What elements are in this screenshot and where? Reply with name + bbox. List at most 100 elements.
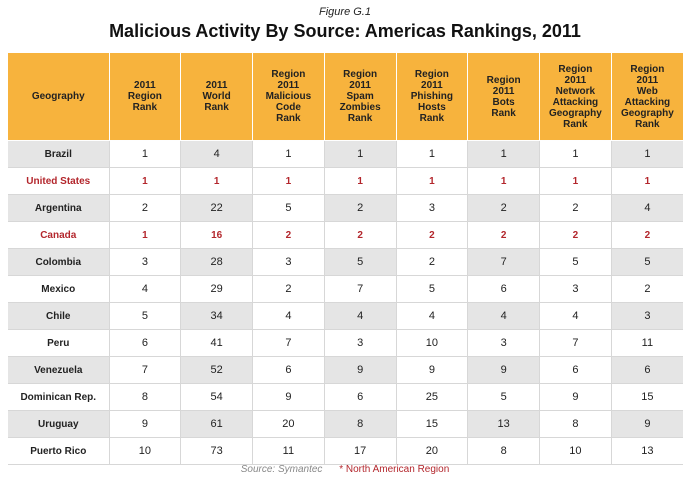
rank-cell: 2 <box>396 221 469 249</box>
header-column: Region 2011 Bots Rank <box>467 53 540 141</box>
table-row: Brazil 1 4 1 1 1 1 1 1 <box>8 140 683 168</box>
rank-cell: 2 <box>324 221 397 249</box>
rank-cell: 2 <box>467 221 540 249</box>
rankings-table-container: Geography 2011 Region Rank 2011 World Rank… <box>8 53 683 465</box>
header-column: Region 2011 Web Attacking Geography Rank <box>611 53 683 141</box>
rank-cell: 1 <box>539 167 612 195</box>
rank-cell: 3 <box>109 248 182 276</box>
rank-cell: 10 <box>109 437 182 465</box>
rank-cell: 1 <box>539 140 612 168</box>
footer: Source: Symantec * North American Region <box>0 464 690 475</box>
rank-cell: 8 <box>467 437 540 465</box>
rank-cell: 9 <box>109 410 182 438</box>
rank-cell: 9 <box>396 356 469 384</box>
rank-cell: 5 <box>324 248 397 276</box>
table-row: Canada 1 16 2 2 2 2 2 2 <box>8 221 683 249</box>
rankings-table: Geography 2011 Region Rank 2011 World Rank… <box>8 53 683 465</box>
rank-cell: 11 <box>252 437 325 465</box>
table-header-row: Geography 2011 Region Rank 2011 World Rank… <box>8 53 683 141</box>
rank-cell: 29 <box>180 275 253 303</box>
rank-cell: 7 <box>539 329 612 357</box>
rank-cell: 2 <box>611 221 683 249</box>
header-column: Region 2011 Spam Zombies Rank <box>324 53 397 141</box>
rank-cell: 1 <box>467 140 540 168</box>
rank-cell: 9 <box>467 356 540 384</box>
rank-cell: 2 <box>539 194 612 222</box>
rank-cell: 1 <box>611 140 683 168</box>
rank-cell: 8 <box>109 383 182 411</box>
geography-cell: Mexico <box>8 275 110 303</box>
header-column: 2011 Region Rank <box>109 53 182 141</box>
rank-cell: 1 <box>252 140 325 168</box>
table-row: Mexico 4 29 2 7 5 6 3 2 <box>8 275 683 303</box>
rank-cell: 5 <box>396 275 469 303</box>
geography-cell: Puerto Rico <box>8 437 110 465</box>
rank-cell: 1 <box>396 140 469 168</box>
rank-cell: 1 <box>467 167 540 195</box>
rank-cell: 5 <box>109 302 182 330</box>
rank-cell: 2 <box>109 194 182 222</box>
rank-cell: 2 <box>539 221 612 249</box>
rank-cell: 20 <box>396 437 469 465</box>
rank-cell: 1 <box>611 167 683 195</box>
rank-cell: 2 <box>252 275 325 303</box>
north-american-note: * North American Region <box>339 464 450 475</box>
rank-cell: 4 <box>180 140 253 168</box>
rank-cell: 4 <box>109 275 182 303</box>
rank-cell: 6 <box>467 275 540 303</box>
rank-cell: 20 <box>252 410 325 438</box>
rank-cell: 61 <box>180 410 253 438</box>
table-row: Puerto Rico 10 73 11 17 20 8 10 13 <box>8 437 683 465</box>
rank-cell: 2 <box>396 248 469 276</box>
table-row: Colombia 3 28 3 5 2 7 5 5 <box>8 248 683 276</box>
rank-cell: 2 <box>611 275 683 303</box>
header-column: Region 2011 Malicious Code Rank <box>252 53 325 141</box>
rank-cell: 5 <box>467 383 540 411</box>
rank-cell: 1 <box>180 167 253 195</box>
rank-cell: 73 <box>180 437 253 465</box>
rank-cell: 1 <box>252 167 325 195</box>
figure-label: Figure G.1 <box>319 6 371 18</box>
rank-cell: 1 <box>324 140 397 168</box>
rank-cell: 54 <box>180 383 253 411</box>
geography-cell: Dominican Rep. <box>8 383 110 411</box>
rank-cell: 6 <box>539 356 612 384</box>
rank-cell: 6 <box>324 383 397 411</box>
rank-cell: 13 <box>467 410 540 438</box>
table-row: Venezuela 7 52 6 9 9 9 6 6 <box>8 356 683 384</box>
rank-cell: 9 <box>252 383 325 411</box>
geography-cell: Venezuela <box>8 356 110 384</box>
rank-cell: 5 <box>539 248 612 276</box>
rank-cell: 1 <box>109 221 182 249</box>
table-row: Argentina 2 22 5 2 3 2 2 4 <box>8 194 683 222</box>
rank-cell: 10 <box>539 437 612 465</box>
rank-cell: 8 <box>324 410 397 438</box>
rank-cell: 1 <box>396 167 469 195</box>
rank-cell: 2 <box>252 221 325 249</box>
rank-cell: 7 <box>252 329 325 357</box>
rank-cell: 7 <box>324 275 397 303</box>
rank-cell: 41 <box>180 329 253 357</box>
rank-cell: 16 <box>180 221 253 249</box>
rank-cell: 52 <box>180 356 253 384</box>
geography-cell: Colombia <box>8 248 110 276</box>
rank-cell: 6 <box>109 329 182 357</box>
rank-cell: 13 <box>611 437 683 465</box>
page-title: Malicious Activity By Source: Americas R… <box>109 21 581 41</box>
geography-cell: United States <box>8 167 110 195</box>
rank-cell: 4 <box>539 302 612 330</box>
header-column: Region 2011 Network Attacking Geography … <box>539 53 612 141</box>
table-row: Dominican Rep. 8 54 9 6 25 5 9 15 <box>8 383 683 411</box>
rank-cell: 17 <box>324 437 397 465</box>
rank-cell: 6 <box>252 356 325 384</box>
rank-cell: 5 <box>611 248 683 276</box>
rank-cell: 4 <box>252 302 325 330</box>
rank-cell: 4 <box>396 302 469 330</box>
table-row: Peru 6 41 7 3 10 3 7 11 <box>8 329 683 357</box>
rank-cell: 15 <box>611 383 683 411</box>
rank-cell: 9 <box>324 356 397 384</box>
rank-cell: 3 <box>467 329 540 357</box>
rank-cell: 9 <box>539 383 612 411</box>
rank-cell: 4 <box>324 302 397 330</box>
geography-cell: Uruguay <box>8 410 110 438</box>
